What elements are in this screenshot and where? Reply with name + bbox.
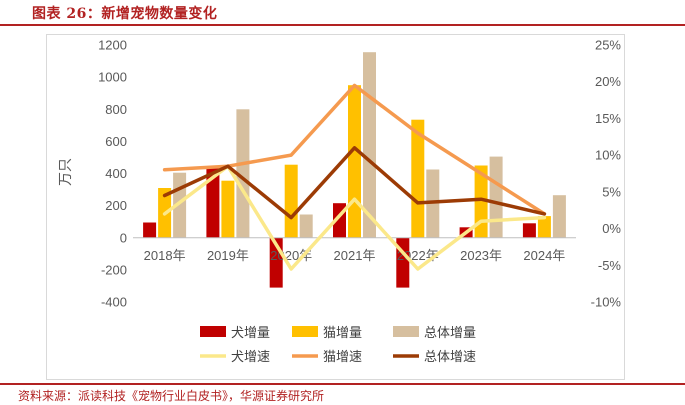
- x-axis: 2018年 2019年 2020年 2021年 2022年 2023年 2024年: [144, 248, 566, 263]
- y-tick-label: 600: [105, 134, 127, 149]
- x-tick-label: 2023年: [460, 248, 502, 263]
- y-tick-label: -200: [101, 262, 127, 277]
- source-rule: [0, 383, 685, 385]
- legend-swatch: [200, 326, 226, 337]
- title-row: 图表 26：新增宠物数量变化: [0, 0, 685, 26]
- line-总体增速: [162, 146, 547, 220]
- legend-label: 猫增量: [323, 326, 362, 341]
- y2-tick-label: 20%: [595, 74, 621, 89]
- legend-label: 犬增量: [231, 326, 270, 341]
- y2-tick-label: 15%: [595, 111, 621, 126]
- bar-犬增量-2024年: [522, 223, 536, 238]
- y2-tick-label: 25%: [595, 38, 621, 53]
- y-tick-label: 400: [105, 166, 127, 181]
- y2-tick-label: -10%: [591, 295, 622, 310]
- bar-猫增量-2022年: [411, 119, 425, 238]
- x-tick-label: 2019年: [207, 248, 249, 263]
- bar-总体增量-2019年: [236, 109, 250, 238]
- legend-label: 猫增速: [323, 350, 362, 365]
- x-tick-label: 2024年: [523, 248, 565, 263]
- y2-tick-label: -5%: [598, 258, 622, 273]
- y2-tick-label: 5%: [602, 184, 621, 199]
- y-tick-label: 800: [105, 102, 127, 117]
- y2-tick-label: 10%: [595, 148, 621, 163]
- y-axis-right: -10% -5% 0% 5% 10% 15% 20% 25%: [591, 38, 622, 310]
- legend-label: 犬增速: [231, 350, 270, 365]
- legend-label: 总体增量: [424, 326, 476, 341]
- bar-猫增量-2021年: [348, 85, 361, 238]
- y-axis-left: -400 -200 0 200 400 600 800 1000 1200: [98, 38, 127, 310]
- x-tick-label: 2018年: [144, 248, 186, 263]
- bar-猫增量-2020年: [284, 164, 298, 238]
- source-note: 资料来源：派读科技《宠物行业白皮书》，华源证券研究所: [18, 389, 325, 403]
- bar-犬增量-2018年: [143, 222, 157, 238]
- page-title: 图表 26：新增宠物数量变化: [32, 6, 218, 22]
- legend-swatch: [292, 326, 318, 337]
- legend-swatch: [393, 326, 419, 337]
- y-tick-label: -400: [101, 295, 127, 310]
- y-tick-label: 0: [120, 230, 127, 245]
- y2-tick-label: 0%: [602, 221, 621, 236]
- bar-猫增量-2024年: [537, 216, 551, 238]
- y-tick-label: 1200: [98, 38, 127, 53]
- bar-总体增量-2023年: [489, 156, 503, 238]
- title-rule: [0, 24, 685, 26]
- y-axis-label: 万只: [58, 158, 74, 186]
- x-tick-label: 2021年: [334, 248, 376, 263]
- legend-label: 总体增速: [424, 350, 476, 365]
- bar-犬增量-2019年: [206, 167, 220, 238]
- bar-总体增量-2020年: [299, 214, 313, 238]
- rate-lines: [162, 83, 547, 271]
- chart-frame: [46, 34, 625, 380]
- y-tick-label: 200: [105, 198, 127, 213]
- bar-总体增量-2024年: [552, 195, 566, 238]
- bar-猫增量-2019年: [221, 180, 235, 238]
- y-tick-label: 1000: [98, 70, 127, 85]
